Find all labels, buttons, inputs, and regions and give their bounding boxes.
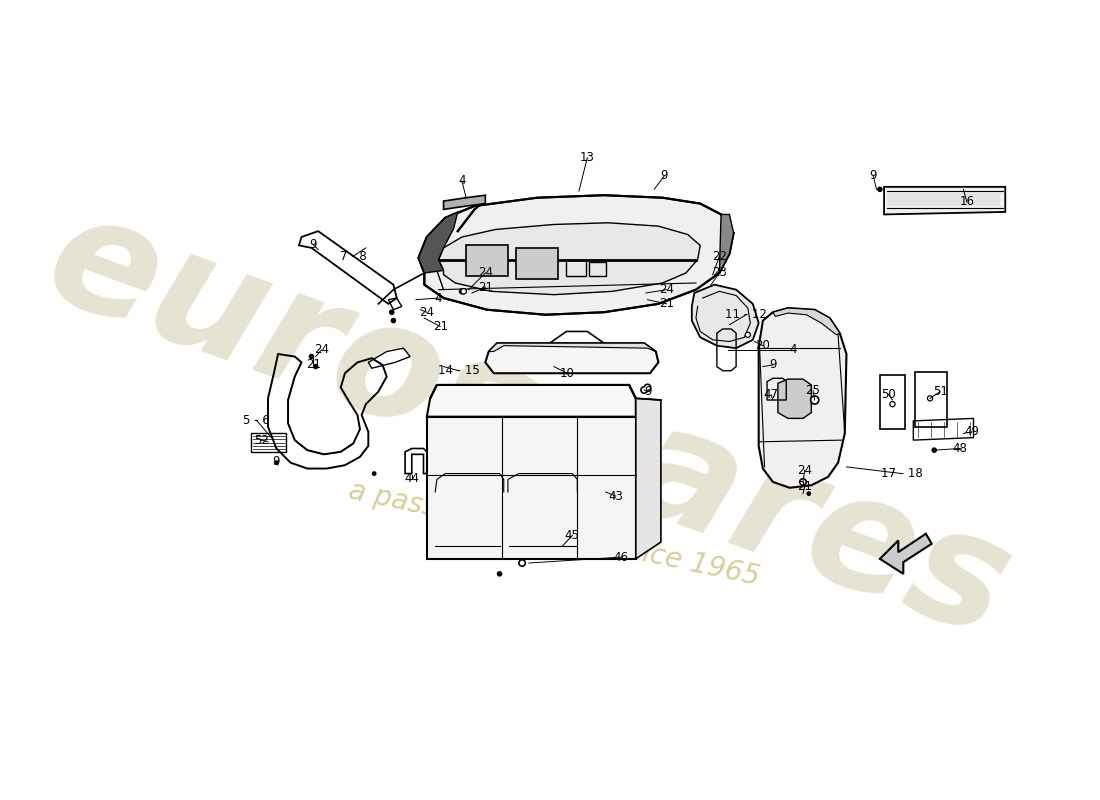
Circle shape	[309, 354, 313, 358]
Polygon shape	[778, 379, 812, 418]
Text: 13: 13	[580, 151, 595, 164]
Polygon shape	[427, 417, 636, 559]
Polygon shape	[884, 187, 1005, 214]
Circle shape	[460, 289, 464, 294]
Circle shape	[462, 290, 465, 293]
Circle shape	[461, 289, 466, 294]
Text: 9: 9	[273, 455, 280, 468]
Text: 22: 22	[712, 250, 727, 262]
Circle shape	[891, 403, 893, 406]
Text: 17 - 18: 17 - 18	[881, 467, 923, 480]
Text: 45: 45	[564, 529, 580, 542]
Circle shape	[462, 290, 465, 293]
Circle shape	[645, 384, 651, 391]
Text: 21: 21	[659, 298, 674, 310]
Text: 23: 23	[712, 266, 727, 279]
Text: 21: 21	[477, 281, 493, 294]
Polygon shape	[692, 285, 759, 348]
Polygon shape	[887, 193, 1000, 206]
Text: 24: 24	[477, 266, 493, 279]
Circle shape	[927, 396, 933, 401]
Text: 48: 48	[953, 442, 968, 455]
Polygon shape	[773, 308, 839, 335]
Text: 16: 16	[959, 195, 975, 208]
Circle shape	[641, 386, 648, 394]
Circle shape	[314, 365, 318, 369]
Text: 20: 20	[756, 339, 770, 352]
Circle shape	[746, 332, 750, 338]
Circle shape	[878, 187, 882, 191]
Text: 4: 4	[434, 291, 442, 305]
Circle shape	[389, 310, 394, 314]
Polygon shape	[636, 398, 661, 559]
Circle shape	[520, 562, 524, 565]
Polygon shape	[466, 246, 508, 276]
Text: 52: 52	[254, 434, 268, 446]
Text: 49: 49	[965, 426, 979, 438]
Polygon shape	[439, 222, 701, 294]
Text: 9: 9	[660, 170, 668, 182]
Circle shape	[801, 480, 805, 483]
Text: 4: 4	[789, 343, 796, 356]
Text: 24: 24	[659, 283, 674, 296]
Circle shape	[519, 560, 526, 566]
Text: 4: 4	[459, 174, 465, 187]
Circle shape	[811, 396, 818, 404]
Text: 21: 21	[306, 358, 321, 371]
Polygon shape	[418, 212, 458, 273]
Text: 24: 24	[798, 464, 812, 477]
Text: 9: 9	[309, 238, 317, 251]
Text: 24: 24	[419, 306, 435, 318]
Text: 21: 21	[432, 320, 448, 333]
Circle shape	[646, 386, 649, 389]
Circle shape	[642, 388, 646, 392]
Text: 46: 46	[614, 550, 628, 564]
Text: 11 - 12: 11 - 12	[725, 308, 767, 322]
Polygon shape	[759, 308, 847, 488]
Text: 50: 50	[881, 388, 895, 401]
Circle shape	[800, 478, 806, 486]
Circle shape	[928, 397, 932, 399]
Circle shape	[461, 289, 466, 294]
Polygon shape	[488, 343, 656, 351]
Circle shape	[812, 398, 817, 402]
Text: 9: 9	[769, 358, 777, 371]
Circle shape	[807, 492, 811, 495]
Text: 9: 9	[869, 170, 877, 182]
Text: 51: 51	[933, 385, 947, 398]
Text: 5 - 6: 5 - 6	[243, 414, 270, 426]
Circle shape	[497, 572, 502, 576]
Text: 47: 47	[763, 389, 779, 402]
Text: 25: 25	[805, 384, 821, 398]
Text: a passion for parts since 1965: a passion for parts since 1965	[345, 477, 762, 591]
Circle shape	[373, 472, 376, 475]
Polygon shape	[516, 248, 558, 278]
Polygon shape	[880, 534, 932, 574]
Text: eurospares: eurospares	[28, 179, 1030, 670]
Polygon shape	[719, 214, 734, 273]
Text: 21: 21	[798, 481, 812, 494]
Text: 44: 44	[405, 472, 419, 485]
Polygon shape	[427, 385, 636, 417]
Text: 10: 10	[560, 366, 574, 380]
Circle shape	[890, 402, 895, 406]
Polygon shape	[443, 195, 485, 210]
Text: 9: 9	[644, 385, 651, 398]
Text: 43: 43	[608, 490, 624, 502]
Polygon shape	[418, 195, 734, 314]
Text: 24: 24	[314, 343, 329, 356]
Circle shape	[392, 318, 396, 322]
Circle shape	[747, 334, 749, 336]
Circle shape	[275, 461, 278, 464]
Text: 7 - 8: 7 - 8	[340, 250, 366, 262]
Polygon shape	[485, 343, 659, 374]
Text: 14 - 15: 14 - 15	[438, 364, 480, 378]
Circle shape	[932, 448, 936, 452]
